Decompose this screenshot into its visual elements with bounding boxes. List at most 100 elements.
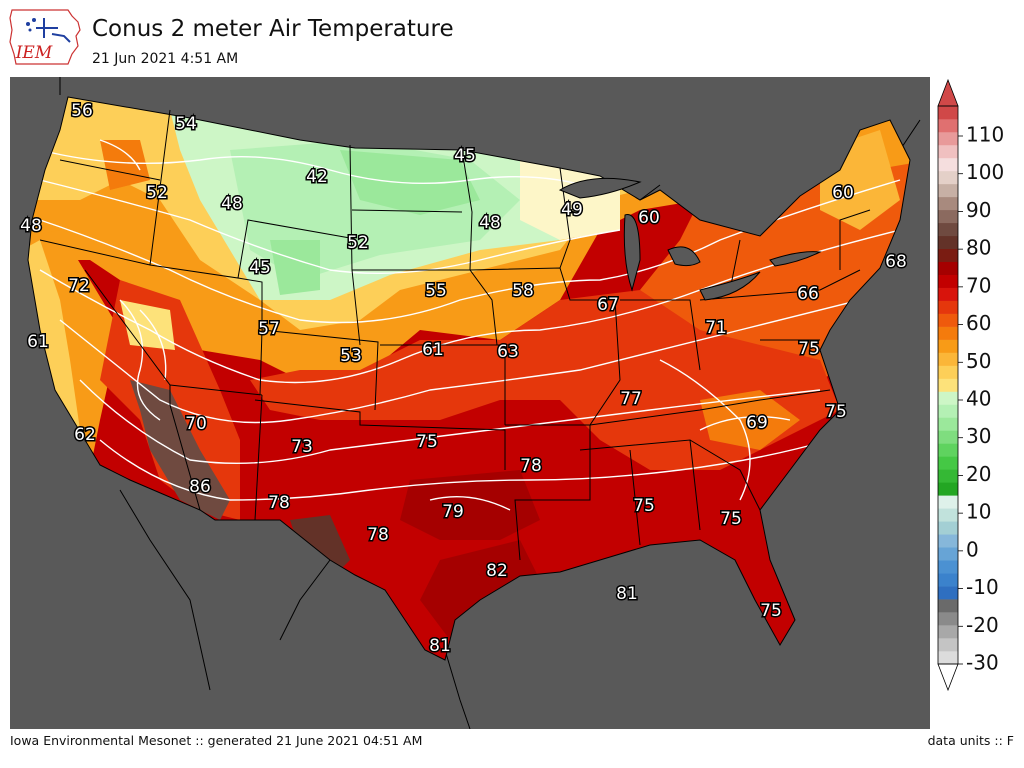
colorbar-tick-label: 60 <box>966 311 991 335</box>
colorbar-band <box>938 560 958 574</box>
temperature-label: 48 <box>479 213 501 233</box>
temperature-label: 58 <box>512 281 534 301</box>
temperature-label: 63 <box>497 342 519 362</box>
temperature-label: 66 <box>797 284 819 304</box>
colorbar-tick-label: -20 <box>966 613 999 637</box>
temperature-label: 52 <box>347 233 369 253</box>
temperature-label: 49 <box>561 200 583 220</box>
temperature-label: 75 <box>798 339 820 359</box>
temperature-label: 78 <box>268 493 290 513</box>
colorbar-band <box>938 287 958 301</box>
colorbar-tick-label: -30 <box>966 651 999 675</box>
colorbar-band <box>938 352 958 366</box>
colorbar-band <box>938 586 958 600</box>
temperature-label: 45 <box>454 146 476 166</box>
temperature-label: 75 <box>825 402 847 422</box>
colorbar-band <box>938 365 958 379</box>
logo-text: IEM <box>15 43 53 63</box>
colorbar-band <box>938 547 958 561</box>
footer-units: data units :: F <box>927 733 1014 748</box>
temperature-label: 75 <box>633 496 655 516</box>
colorbar-band <box>938 456 958 470</box>
colorbar-band <box>938 144 958 159</box>
colorbar-tick-label: 30 <box>966 424 991 448</box>
colorbar-frame <box>937 105 959 665</box>
colorbar-tick-label: 10 <box>966 500 991 524</box>
temperature-label: 67 <box>597 295 619 315</box>
temperature-label: 78 <box>367 525 389 545</box>
colorbar-bottom-arrow <box>937 663 959 692</box>
temperature-label: 68 <box>885 252 907 272</box>
page-title: Conus 2 meter Air Temperature <box>92 16 454 42</box>
temperature-label: 52 <box>146 183 168 203</box>
colorbar-tick-label: 110 <box>966 123 1004 147</box>
colorbar-tick-label: 100 <box>966 160 1004 184</box>
colorbar-band <box>938 222 958 237</box>
temperature-map: 56 54 45 42 52 48 60 49 60 48 48 52 45 68 72 55 58 66 67 57… <box>10 77 930 729</box>
colorbar-band <box>938 417 958 431</box>
colorbar-tick-label: 70 <box>966 273 991 297</box>
temperature-label: 82 <box>486 561 508 581</box>
colorbar-band <box>938 469 958 483</box>
page-subtitle: 21 Jun 2021 4:51 AM <box>92 51 239 67</box>
temperature-label: 70 <box>185 414 207 434</box>
temperature-label: 72 <box>68 276 90 296</box>
temperature-label: 57 <box>258 319 280 339</box>
temperature-label: 81 <box>616 584 638 604</box>
temperature-label: 73 <box>291 437 313 457</box>
colorbar-band <box>938 443 958 457</box>
colorbar-band <box>938 131 958 146</box>
colorbar-tick-label: 80 <box>966 236 991 260</box>
colorbar-band <box>938 170 958 185</box>
colorbar-tick-label: -10 <box>966 575 999 599</box>
colorbar-band <box>938 339 958 353</box>
temperature-label: 81 <box>429 636 451 656</box>
temperature-label: 79 <box>442 502 464 522</box>
temperature-label: 75 <box>416 432 438 452</box>
colorbar-tick-label: 20 <box>966 462 991 486</box>
temperature-label: 78 <box>520 456 542 476</box>
colorbar-band <box>938 404 958 418</box>
colorbar-band <box>938 573 958 587</box>
temperature-label: 77 <box>620 389 642 409</box>
colorbar-band <box>938 521 958 535</box>
colorbar-band <box>938 378 958 392</box>
temperature-label: 60 <box>832 183 854 203</box>
colorbar-band <box>938 274 958 288</box>
temperature-labels: 56 54 45 42 52 48 60 49 60 48 48 52 45 68 72 55 58 66 67 57… <box>19 100 909 658</box>
colorbar-band <box>938 235 958 250</box>
colorbar-tick-label: 40 <box>966 387 991 411</box>
colorbar-band <box>938 209 958 224</box>
colorbar-band <box>938 106 958 120</box>
colorbar-band <box>938 430 958 444</box>
colorbar-bands <box>938 106 958 665</box>
neighbor-coastlines <box>59 77 921 729</box>
colorbar-band <box>938 300 958 314</box>
colorbar-band <box>938 261 958 275</box>
colorbar-band <box>938 248 958 263</box>
colorbar-band <box>938 313 958 327</box>
colorbar-tick-label: 90 <box>966 198 991 222</box>
great-lakes <box>558 177 822 301</box>
iem-logo: IEM <box>9 9 81 65</box>
colorbar-band <box>938 612 958 626</box>
temperature-label: 75 <box>720 509 742 529</box>
state-borders <box>27 96 911 661</box>
temperature-label: 61 <box>27 332 49 352</box>
colorbar-band <box>938 508 958 522</box>
temperature-label: 54 <box>175 114 197 134</box>
temperature-label: 53 <box>340 346 362 366</box>
temperature-label: 45 <box>249 258 271 278</box>
temperature-fill <box>28 97 910 660</box>
colorbar-band <box>938 534 958 548</box>
temperature-label: 71 <box>705 318 727 338</box>
colorbar-band <box>938 482 958 496</box>
temperature-label: 69 <box>746 413 768 433</box>
colorbar-band <box>938 157 958 172</box>
colorbar-band <box>938 599 958 613</box>
temperature-label: 75 <box>760 601 782 621</box>
temperature-label: 60 <box>638 208 660 228</box>
colorbar-top-arrow <box>937 78 959 107</box>
temperature-label: 61 <box>422 340 444 360</box>
